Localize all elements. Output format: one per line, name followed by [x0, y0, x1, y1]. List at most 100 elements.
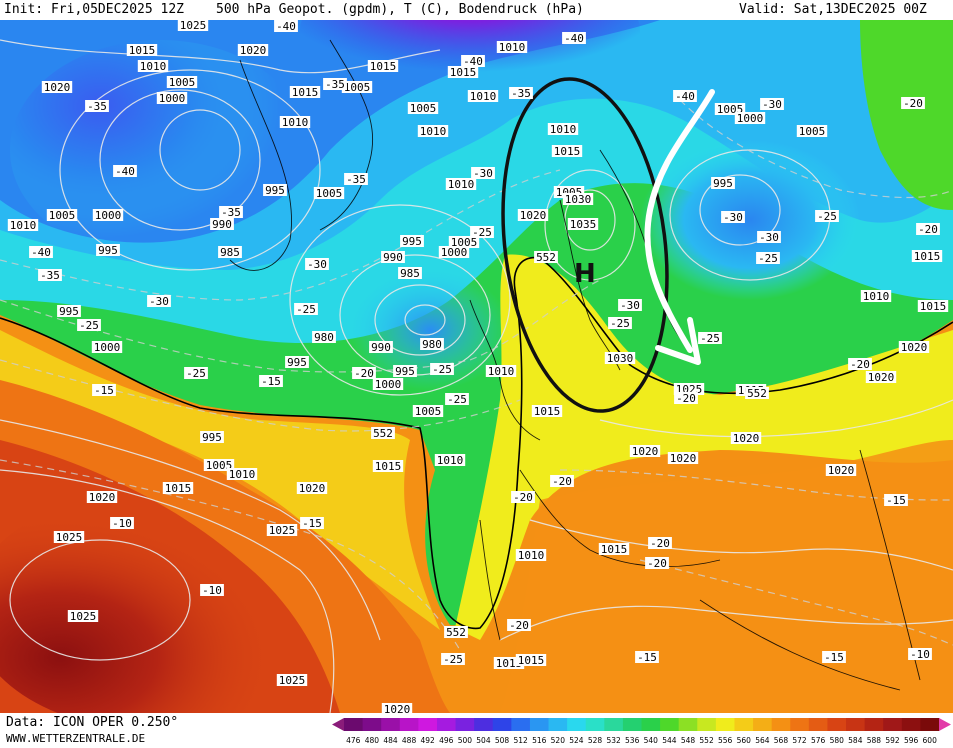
temperature-label-text: -10 — [112, 517, 132, 530]
isotherms — [0, 99, 953, 651]
pressure-label: 995 — [285, 356, 309, 369]
pressure-label: 1010 — [445, 178, 477, 191]
pressure-label: 990 — [210, 218, 234, 231]
pressure-label-text: 1020 — [44, 81, 71, 94]
temperature-label: -15 — [259, 375, 283, 388]
pressure-label: 985 — [218, 246, 242, 259]
temperature-label-text: -25 — [758, 252, 778, 265]
pressure-label-text: 995 — [98, 244, 118, 257]
legend-tick-label: 528 — [588, 736, 603, 745]
pressure-label-text: 1015 — [165, 482, 192, 495]
data-source: Data: ICON OPER 0.250° — [6, 715, 179, 730]
pressure-label: 1030 — [604, 352, 636, 365]
legend-tick-label: 512 — [513, 736, 528, 745]
temperature-label: -20 — [511, 491, 535, 504]
pressure-label-text: 1010 — [488, 365, 515, 378]
isobars — [0, 39, 953, 713]
legend-swatch — [511, 718, 531, 731]
legend-tick-label: 488 — [402, 736, 417, 745]
pressure-label: 1015 — [911, 250, 943, 263]
temperature-label: -30 — [757, 231, 781, 244]
temperature-label-text: -10 — [910, 648, 930, 661]
pressure-label: 1015 — [162, 482, 194, 495]
legend-swatch — [548, 718, 568, 731]
pressure-label-text: 1010 — [863, 290, 890, 303]
temperature-label-text: -20 — [676, 392, 696, 405]
pressure-label: 1005 — [46, 209, 78, 222]
pressure-label-text: 1010 — [499, 41, 526, 54]
high-pressure-marker: H — [574, 259, 596, 289]
pressure-label: 1010 — [547, 123, 579, 136]
pressure-label-text: 1025 — [269, 524, 296, 537]
pressure-label-text: 1000 — [441, 246, 468, 259]
pressure-label-text: 980 — [314, 331, 334, 344]
legend-swatch — [790, 718, 810, 731]
pressure-label: 1015 — [289, 86, 321, 99]
legend-swatch — [344, 718, 364, 731]
legend-tick-label: 496 — [439, 736, 454, 745]
temperature-label: -40 — [673, 90, 697, 103]
pressure-label-text: 1020 — [733, 432, 760, 445]
pressure-label-text: 1005 — [344, 81, 371, 94]
pressure-label: 1015 — [515, 654, 547, 667]
pressure-label: 1015 — [372, 460, 404, 473]
pressure-label: 1015 — [126, 44, 158, 57]
orange-southeast — [500, 440, 953, 713]
pressure-label-text: 1020 — [89, 491, 116, 504]
pressure-label-text: 1015 — [920, 300, 947, 313]
pressure-label-text: 1035 — [570, 218, 597, 231]
legend-tick-label: 596 — [904, 736, 919, 745]
pressure-label-text: 1015 — [496, 657, 523, 670]
website-link[interactable]: WWW.WETTERZENTRALE.DE — [6, 732, 146, 745]
temperature-label-text: -20 — [918, 223, 938, 236]
legend-swatch — [455, 718, 475, 731]
pressure-label-text: 552 — [747, 387, 767, 400]
pressure-label: 1000 — [734, 112, 766, 125]
temperature-label: -35 — [219, 206, 243, 219]
pressure-label: 1030 — [562, 193, 594, 206]
color-scale-legend: 476 480 484 488 492 496 500 504 508 512 516 520 524 5… — [332, 718, 951, 745]
red-core — [0, 490, 330, 713]
legend-swatch — [734, 718, 754, 731]
green-east — [860, 20, 953, 210]
pressure-label: 1005 — [203, 459, 235, 472]
legend-tick-label: 572 — [792, 736, 807, 745]
pressure-label: 1010 — [417, 125, 449, 138]
temperature-label: -35 — [509, 87, 533, 100]
temperature-label: -10 — [200, 584, 224, 597]
pressure-label: 1015 — [531, 405, 563, 418]
pressure-label-text: 985 — [400, 267, 420, 280]
pressure-label: 995 — [400, 235, 424, 248]
legend-tick-label: 584 — [848, 736, 863, 745]
temperature-label: -25 — [294, 303, 318, 316]
pressure-label: 1015 — [917, 300, 949, 313]
pressure-label: 1015 — [598, 543, 630, 556]
pressure-label-text: 995 — [202, 431, 222, 444]
temperature-label: -20 — [648, 537, 672, 550]
pressure-label-text: 552 — [536, 251, 556, 264]
legend-swatch — [436, 718, 457, 731]
legend-swatch — [362, 718, 382, 731]
temperature-label: -40 — [562, 32, 586, 45]
legend-swatch — [399, 718, 419, 731]
legend-tick-label: 544 — [662, 736, 677, 745]
legend-tick-label: 476 — [346, 736, 361, 745]
temperature-label: -20 — [645, 557, 669, 570]
temperature-label-text: -20 — [509, 619, 529, 632]
temperature-label: -25 — [470, 226, 494, 239]
pressure-label: 1010 — [7, 219, 39, 232]
pressure-label: 1005 — [796, 125, 828, 138]
pressure-label: 1005 — [166, 76, 198, 89]
pressure-label-text: 1015 — [450, 66, 477, 79]
legend-swatch — [771, 718, 791, 731]
pressure-label: 1020 — [629, 445, 661, 458]
pressure-label-text: 1010 — [140, 60, 167, 73]
temperature-label-text: -25 — [443, 653, 463, 666]
pressure-label-text: 1020 — [632, 445, 659, 458]
pressure-label-text: 995 — [265, 184, 285, 197]
pressure-label: 1010 — [467, 90, 499, 103]
temperature-label: -25 — [756, 252, 780, 265]
legend-tick-label: 580 — [830, 736, 845, 745]
legend-right-arrow — [939, 718, 951, 731]
